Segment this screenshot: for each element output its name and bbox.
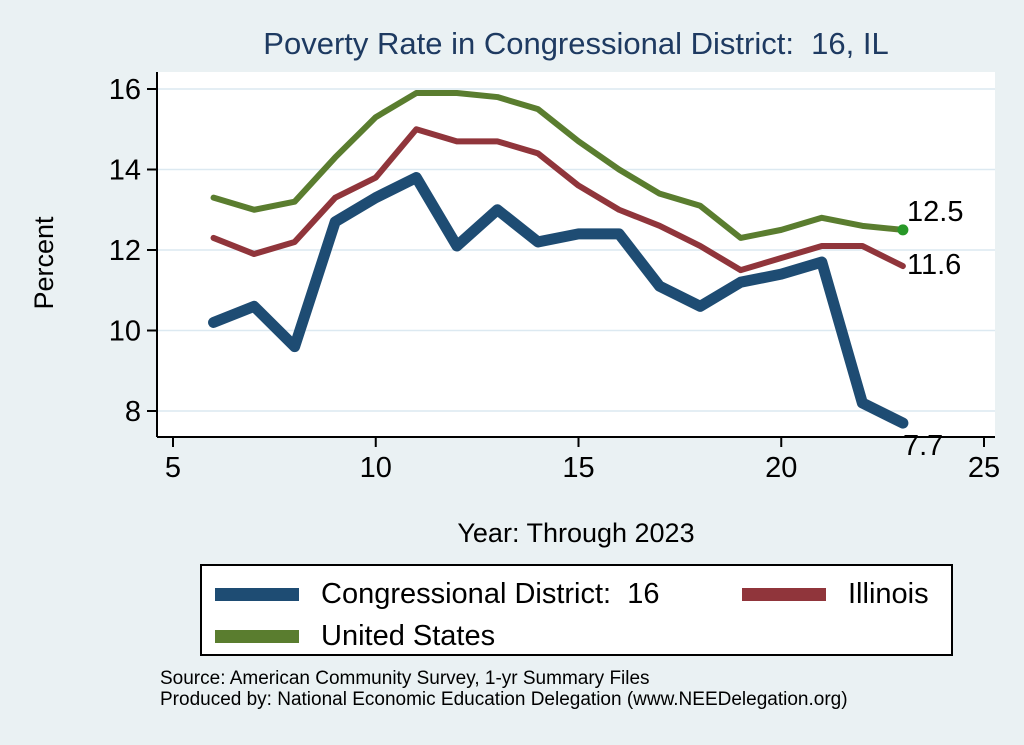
series-line-illinois [210,126,906,274]
end-label-congressional-district: 7.7 [903,430,944,462]
series-line-congressional-district-16 [208,172,909,429]
y-tick-label: 10 [109,316,141,348]
chart-title: Poverty Rate in Congressional District: … [263,26,889,61]
legend-swatch-illinois [742,587,826,601]
x-tick-label: 20 [765,452,797,484]
end-label-united-states: 12.5 [907,196,964,228]
x-axis-title: Year: Through 2023 [457,518,695,548]
y-tick-label: 12 [109,235,141,267]
legend-box: Congressional District: 16 Illinois Unit… [200,564,953,656]
source-note: Source: American Community Survey, 1-yr … [160,668,650,689]
x-tick-label: 10 [360,452,392,484]
legend-item-illinois: Illinois [742,576,929,612]
end-label-illinois: 11.6 [907,249,962,281]
plot-area [157,72,995,437]
legend-swatch-united-states [215,629,299,643]
y-tick-label: 16 [109,74,141,106]
legend-item-united-states: United States [215,618,495,654]
footnotes: Source: American Community Survey, 1-yr … [160,668,848,710]
legend-item-congressional-district: Congressional District: 16 [215,576,659,612]
y-axis-title: Percent [29,216,59,310]
y-tick-label: 8 [125,396,141,428]
y-tick-label: 14 [109,155,141,187]
series-line-united-states [210,90,906,241]
legend-label-illinois: Illinois [848,577,929,610]
series-end-dot [897,224,909,236]
produced-by-note: Produced by: National Economic Education… [160,689,848,710]
x-tick-label: 25 [968,452,1000,484]
legend-label-united-states: United States [321,619,496,652]
x-tick-label: 15 [562,452,594,484]
x-tick-label: 5 [165,452,181,484]
legend-label-congressional-district: Congressional District: 16 [321,577,660,610]
legend-swatch-congressional-district [215,587,299,601]
